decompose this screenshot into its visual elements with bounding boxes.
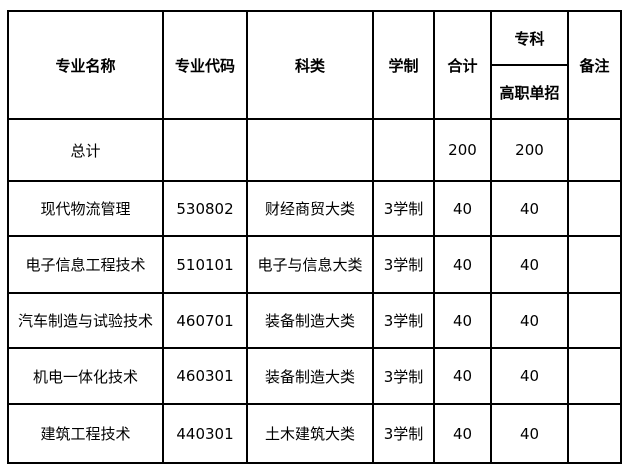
cell-total: 40 [433,347,492,405]
col-header-duration: 学制 [372,10,435,120]
cell-category: 财经商贸大类 [246,180,374,237]
cell-zhuanke: 200 [490,118,569,182]
cell-total: 40 [433,403,492,464]
cell-zhuanke: 40 [490,292,569,349]
col-header-remarks: 备注 [567,10,622,120]
cell-total: 40 [433,180,492,237]
cell-code [162,118,248,182]
cell-duration: 3学制 [372,403,435,464]
cell-remarks [567,118,622,182]
cell-name: 总计 [7,118,164,182]
table-row: 现代物流管理 530802 财经商贸大类 3学制 40 40 [7,180,622,237]
cell-code: 530802 [162,180,248,237]
cell-zhuanke: 40 [490,347,569,405]
cell-duration: 3学制 [372,180,435,237]
cell-name: 汽车制造与试验技术 [7,292,164,349]
cell-code: 510101 [162,235,248,294]
cell-name: 现代物流管理 [7,180,164,237]
cell-remarks [567,403,622,464]
cell-category: 电子与信息大类 [246,235,374,294]
cell-duration: 3学制 [372,235,435,294]
cell-category: 土木建筑大类 [246,403,374,464]
cell-duration: 3学制 [372,292,435,349]
cell-name: 电子信息工程技术 [7,235,164,294]
header-row-1: 专业名称 专业代码 科类 学制 合计 专科 备注 [7,10,622,120]
header-row-2: 高职单招 [8,64,621,120]
enrollment-plan-table: 专业名称 专业代码 科类 学制 合计 专科 备注 高职单招 总计 200 200 [7,10,622,464]
cell-zhuanke: 40 [490,403,569,464]
cell-duration [372,118,435,182]
cell-zhuanke: 40 [490,235,569,294]
table-row: 建筑工程技术 440301 土木建筑大类 3学制 40 40 [7,403,622,464]
cell-code: 460701 [162,292,248,349]
cell-category [246,118,374,182]
cell-zhuanke: 40 [490,180,569,237]
cell-duration: 3学制 [372,347,435,405]
cell-total: 40 [433,292,492,349]
cell-remarks [567,235,622,294]
cell-name: 建筑工程技术 [7,403,164,464]
cell-code: 460301 [162,347,248,405]
cell-category: 装备制造大类 [246,347,374,405]
cell-remarks [567,180,622,237]
col-header-category: 科类 [246,10,374,120]
cell-remarks [567,292,622,349]
cell-code: 440301 [162,403,248,464]
cell-total: 200 [433,118,492,182]
col-header-zhuanke: 专科 [490,10,569,66]
table-row: 机电一体化技术 460301 装备制造大类 3学制 40 40 [7,347,622,405]
cell-category: 装备制造大类 [246,292,374,349]
cell-remarks [567,347,622,405]
cell-total: 40 [433,235,492,294]
col-header-major-name: 专业名称 [7,10,164,120]
table-row-total: 总计 200 200 [7,118,622,182]
table-row: 电子信息工程技术 510101 电子与信息大类 3学制 40 40 [7,235,622,294]
col-header-major-code: 专业代码 [162,10,248,120]
col-header-gaozhi-danzhao: 高职单招 [490,64,569,120]
col-header-total: 合计 [433,10,492,120]
table-row: 汽车制造与试验技术 460701 装备制造大类 3学制 40 40 [7,292,622,349]
cell-name: 机电一体化技术 [7,347,164,405]
